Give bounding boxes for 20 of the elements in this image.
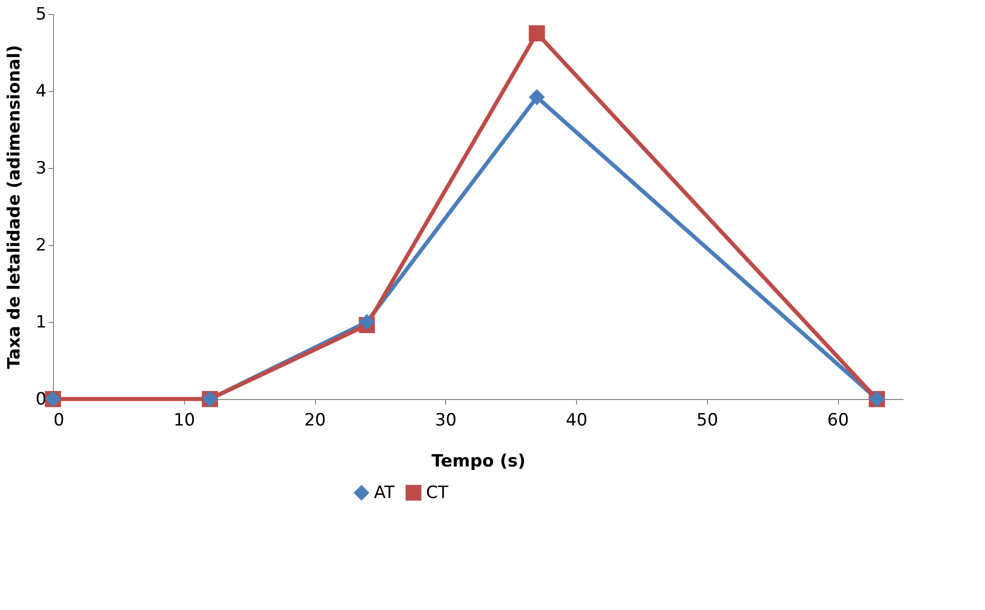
y-tick-label: 2 [36,236,46,256]
x-tick-label: 0 [54,410,64,430]
x-tick-label: 40 [566,410,588,430]
y-tick-label: 4 [36,82,46,102]
y-axis-title: Taxa de letalidade (adimensional) [4,44,25,370]
point [528,25,545,42]
point [358,314,375,330]
y-tick-label: 1 [36,312,46,332]
legend-label: CT [426,482,449,503]
x-tick-label: 60 [827,410,849,430]
x-tick-label: 20 [304,410,326,430]
x-tick-label: 30 [434,410,457,430]
point [528,89,545,106]
legend-label: AT [374,482,396,503]
y-tick-label: 0 [36,390,46,410]
x-axis-title: Tempo (s) [431,452,526,472]
y-tick-label: 5 [36,4,46,24]
x-tick-label: 10 [173,410,196,430]
x-tick-label: 50 [696,410,718,430]
y-tick-label: 3 [36,158,46,178]
